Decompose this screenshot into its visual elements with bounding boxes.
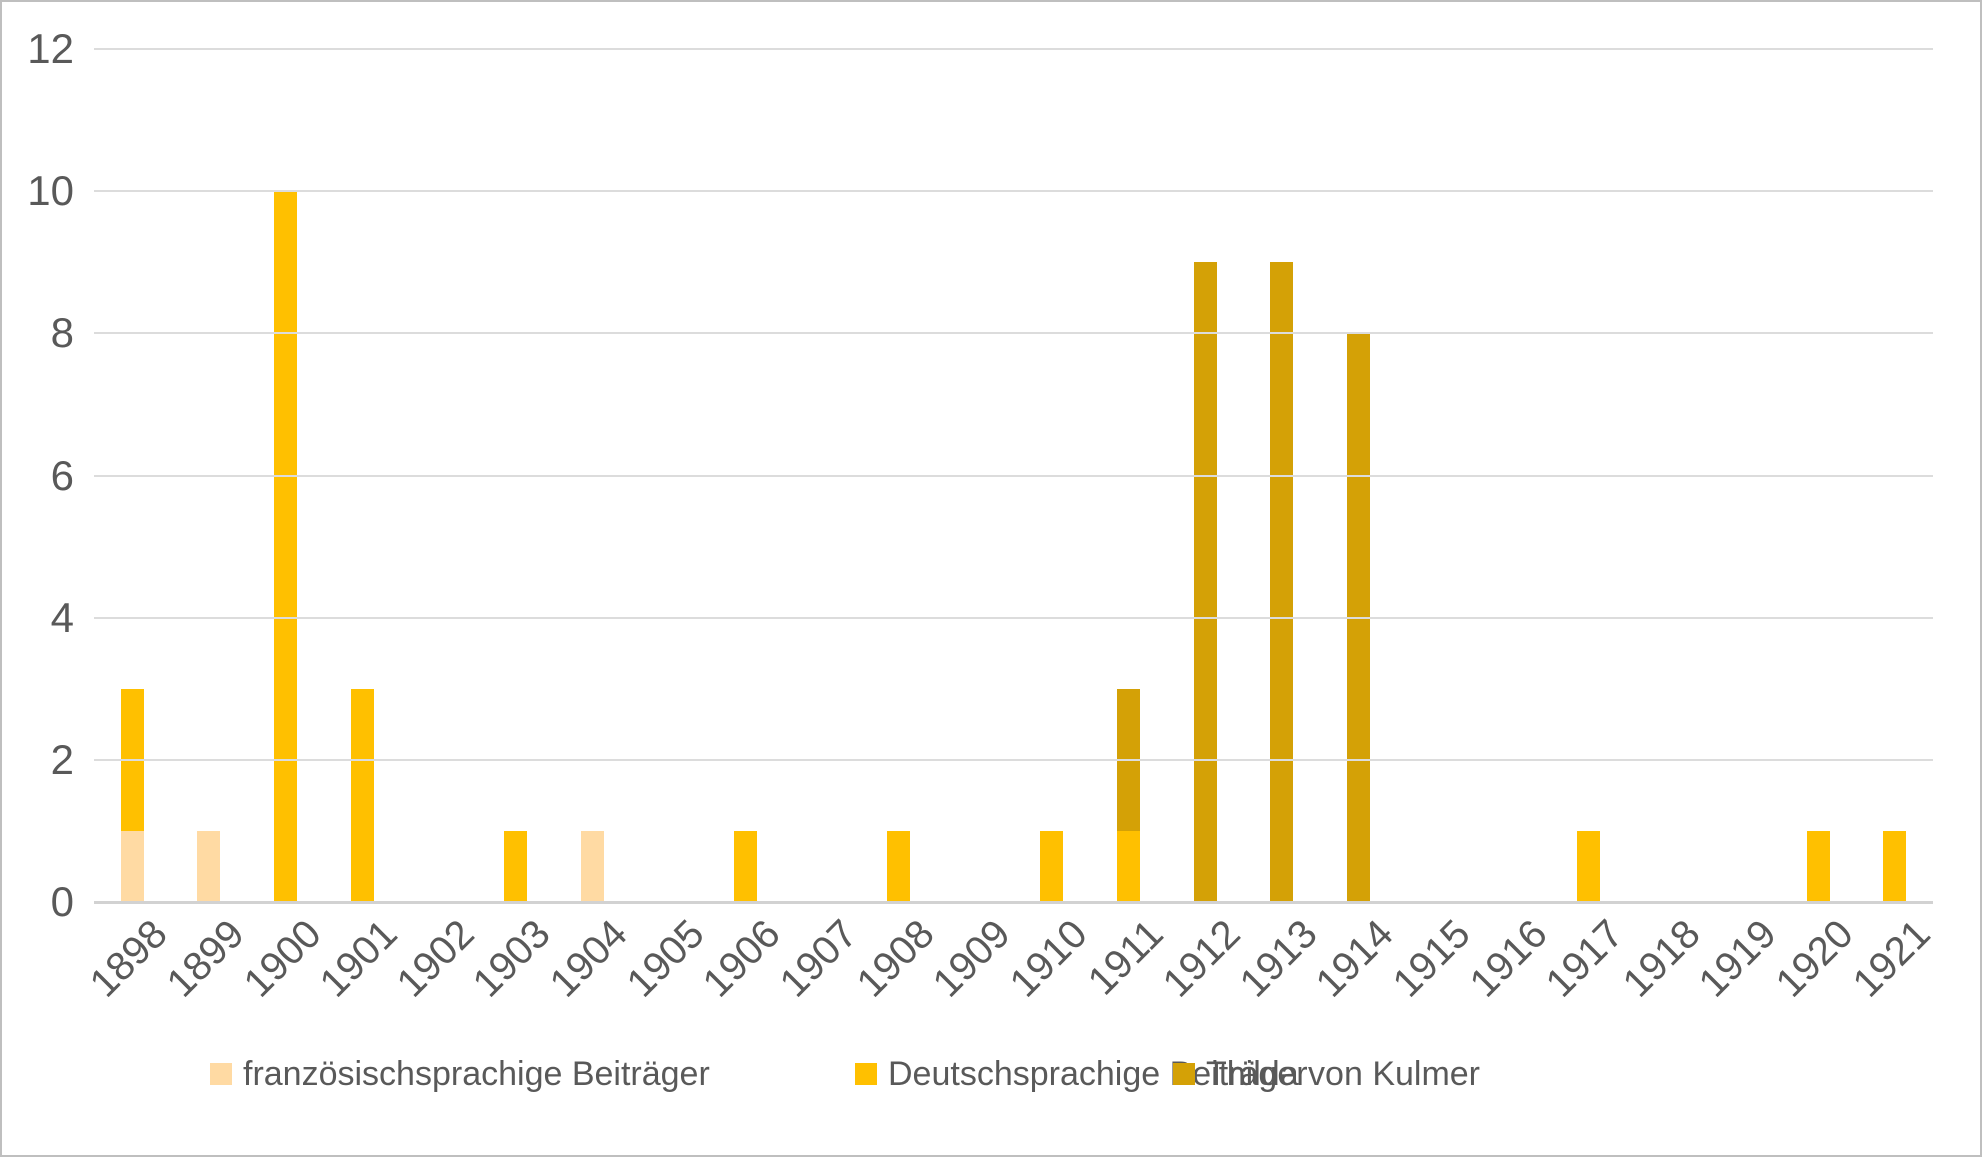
bar-segment [1576,830,1600,902]
y-axis-tick-label: 4 [50,593,74,641]
bar-segment [1883,830,1907,902]
bar-segment [580,830,604,902]
bar-segment [1193,262,1217,902]
gridline [94,332,1933,335]
gridline [94,474,1933,477]
gridline [94,616,1933,619]
gridline [94,190,1933,193]
legend-swatch-icon [855,1063,877,1085]
legend-label: Deutschsprachige Beiträger [888,1055,1308,1093]
legend-label: französischsprachige Beiträger [243,1055,710,1093]
legend-item: französischsprachige Beiträger [210,1055,710,1093]
bar-segment [197,830,221,902]
bar-segment [274,191,298,902]
bar-segment [350,688,374,902]
legend-swatch-icon [1173,1063,1195,1085]
bar-segment [120,830,144,902]
y-axis-tick-label: 6 [50,451,74,499]
bar-segment [503,830,527,902]
bar-segment [1040,830,1064,902]
y-axis-tick-label: 12 [27,25,74,72]
x-axis-line [94,901,1933,904]
y-axis-tick-label: 10 [27,167,74,215]
y-axis-tick-label: 8 [50,309,74,357]
legend-label: Thilda von Kulmer [1206,1055,1481,1093]
bar-segment [1270,262,1294,902]
bar-segment [733,830,757,902]
gridline [94,48,1933,50]
legend-swatch-icon [210,1063,232,1085]
y-axis-tick-label: 0 [50,878,74,925]
legend-item: Deutschsprachige Beiträger [855,1055,1308,1093]
bar-segment [1806,830,1830,902]
y-axis-tick-label: 2 [50,735,74,783]
bar-segment [887,830,911,902]
bar-segment [1116,830,1140,902]
legend-item: Thilda von Kulmer [1173,1055,1480,1093]
gridline [94,758,1933,761]
